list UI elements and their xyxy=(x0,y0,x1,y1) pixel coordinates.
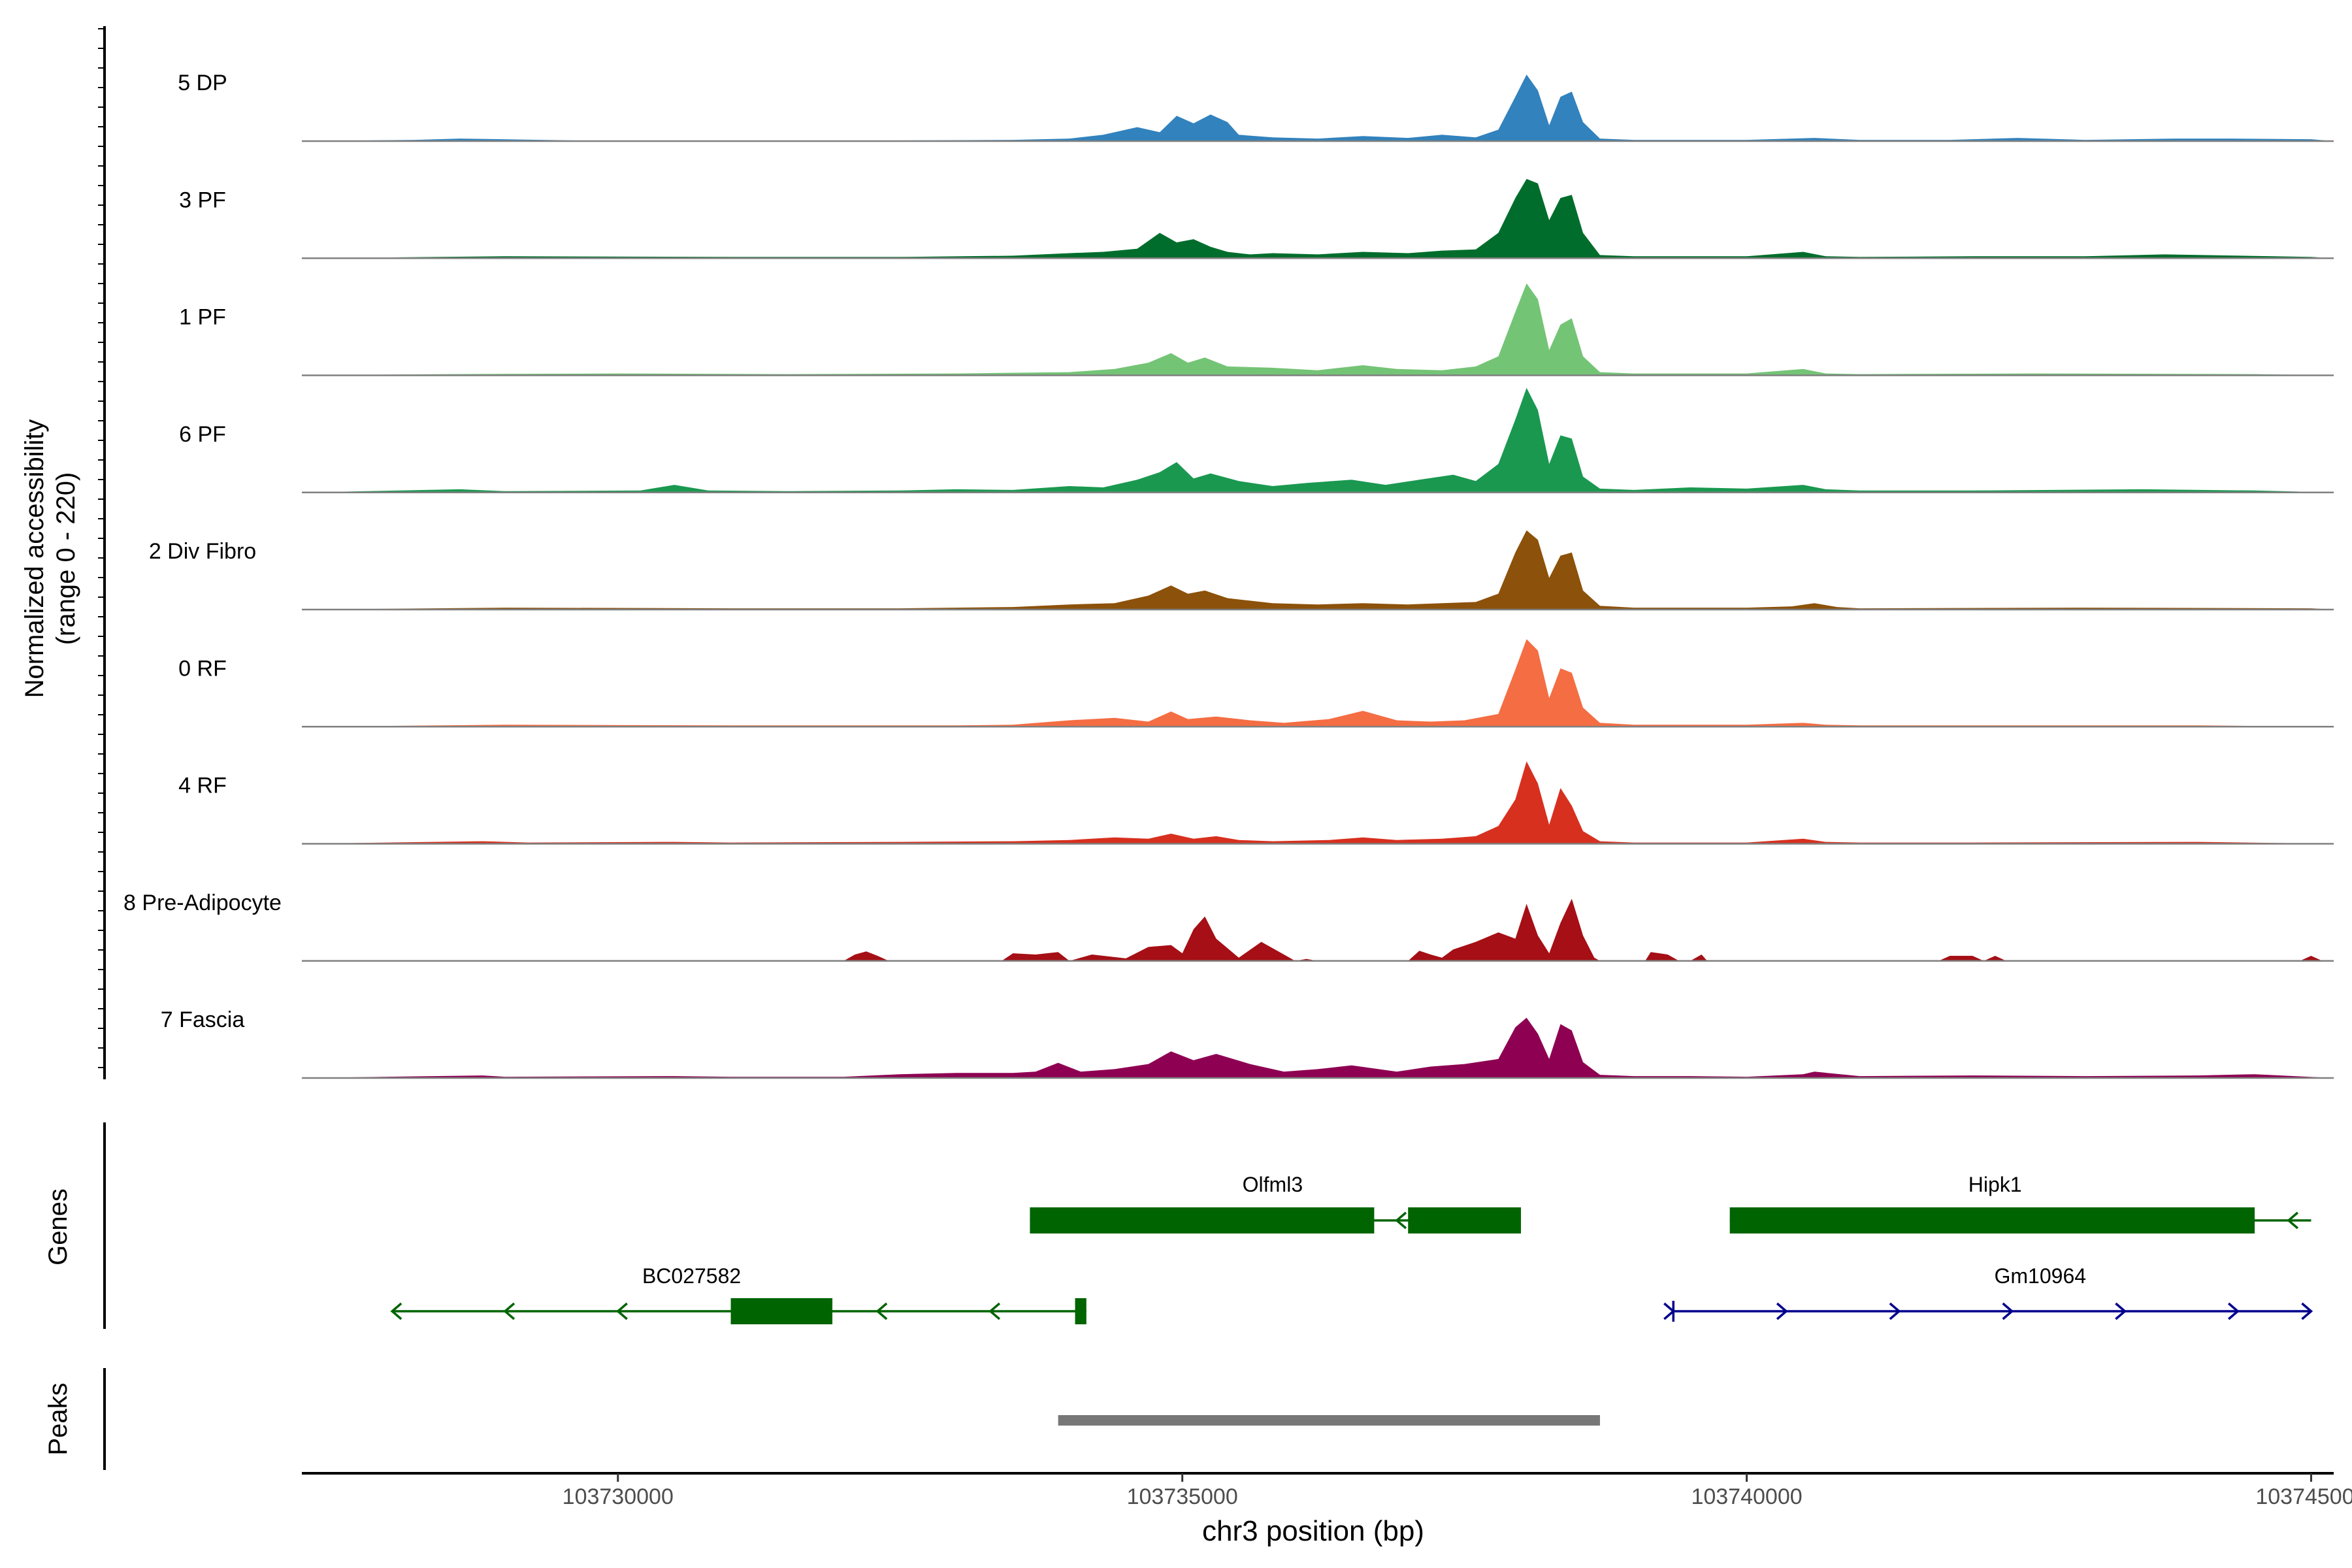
track-label: 3 PF xyxy=(179,188,226,212)
track-4-rf: 4 RF xyxy=(178,761,2334,845)
peak-region xyxy=(1058,1415,1600,1426)
coverage-area-5-dp xyxy=(302,74,2334,141)
gene-strand-arrow xyxy=(390,1302,402,1320)
gene-label: Olfml3 xyxy=(1243,1173,1303,1196)
gene-strand-arrow xyxy=(875,1302,888,1320)
gene-strand-arrow xyxy=(2002,1302,2014,1320)
gene-olfml3: Olfml3 xyxy=(1030,1173,1521,1233)
gene-label: Gm10964 xyxy=(1995,1264,2087,1288)
peaks-track-label: Peaks xyxy=(44,1382,73,1455)
coverage-area-4-rf xyxy=(302,761,2334,844)
track-8-pre-adipocyte: 8 Pre-Adipocyte xyxy=(123,890,2334,962)
gene-bc027582: BC027582 xyxy=(390,1264,1086,1324)
gene-strand-arrow xyxy=(2115,1302,2127,1320)
coverage-area-8-pre-adipocyte xyxy=(843,898,2323,961)
gene-exon xyxy=(1729,1207,2255,1233)
x-axis-label: chr3 position (bp) xyxy=(1202,1515,1424,1547)
track-label: 2 Div Fibro xyxy=(149,539,256,564)
gene-strand-arrow xyxy=(1889,1302,1901,1320)
x-tick-label: 103735000 xyxy=(1127,1484,1238,1509)
gene-strand-arrow xyxy=(2228,1302,2240,1320)
gene-strand-arrow xyxy=(1776,1302,1788,1320)
track-6-pf: 6 PF xyxy=(179,387,2334,493)
coverage-area-7-fascia xyxy=(302,1017,2334,1078)
track-label: 1 PF xyxy=(179,305,226,330)
track-label: 6 PF xyxy=(179,422,226,447)
x-tick-label: 103745000 xyxy=(2255,1484,2352,1509)
track-label: 7 Fascia xyxy=(161,1007,245,1032)
track-label: 5 DP xyxy=(178,71,227,95)
track-label: 8 Pre-Adipocyte xyxy=(123,890,282,915)
x-tick-label: 103740000 xyxy=(1691,1484,1802,1509)
coverage-area-2-div-fibro xyxy=(302,530,2334,610)
gene-exon xyxy=(1030,1207,1375,1233)
track-0-rf: 0 RF xyxy=(178,639,2334,728)
y-axis-label: Normalized accessibility xyxy=(20,419,49,698)
gene-strand-arrow xyxy=(2301,1302,2313,1320)
gene-exon xyxy=(1075,1298,1086,1324)
genes-track: Olfml3 Hipk1 BC027582 Gm10964 xyxy=(103,1122,2313,1329)
track-label: 0 RF xyxy=(178,656,227,681)
gene-strand-arrow xyxy=(1395,1211,1407,1230)
track-5-dp: 5 DP xyxy=(178,71,2334,142)
gene-exon xyxy=(730,1298,833,1324)
coverage-area-3-pf xyxy=(302,178,2334,259)
gene-strand-arrow xyxy=(503,1302,515,1320)
coverage-area-6-pf xyxy=(302,387,2334,493)
gene-strand-arrow xyxy=(1663,1302,1675,1320)
x-axis: 103730000 103735000 103740000 103745000 xyxy=(302,1472,2352,1509)
gene-label: BC027582 xyxy=(642,1264,741,1288)
coverage-y-axis xyxy=(98,26,106,1079)
genes-track-label: Genes xyxy=(44,1188,73,1266)
track-7-fascia: 7 Fascia xyxy=(161,1007,2334,1079)
gene-exon xyxy=(1408,1207,1521,1233)
gene-strand-arrow xyxy=(2287,1211,2299,1230)
coverage-area-0-rf xyxy=(302,639,2334,727)
track-label: 4 RF xyxy=(178,774,227,798)
y-axis-label-range: (range 0 - 220) xyxy=(52,472,80,645)
gene-gm10964: Gm10964 xyxy=(1663,1264,2313,1322)
gene-strand-arrow xyxy=(616,1302,628,1320)
coverage-tracks: 5 DP 3 PF 1 PF 6 PF 2 Div Fibro 0 RF 4 RF 8 Pre… xyxy=(123,71,2334,1079)
peaks-track xyxy=(103,1368,1600,1470)
x-tick-label: 103730000 xyxy=(563,1484,674,1509)
track-3-pf: 3 PF xyxy=(179,178,2334,259)
track-1-pf: 1 PF xyxy=(179,283,2334,376)
gene-label: Hipk1 xyxy=(1968,1173,2022,1196)
coverage-area-1-pf xyxy=(302,283,2334,376)
gene-strand-arrow xyxy=(988,1302,1001,1320)
gene-hipk1: Hipk1 xyxy=(1729,1173,2311,1233)
track-2-div-fibro: 2 Div Fibro xyxy=(149,530,2334,611)
